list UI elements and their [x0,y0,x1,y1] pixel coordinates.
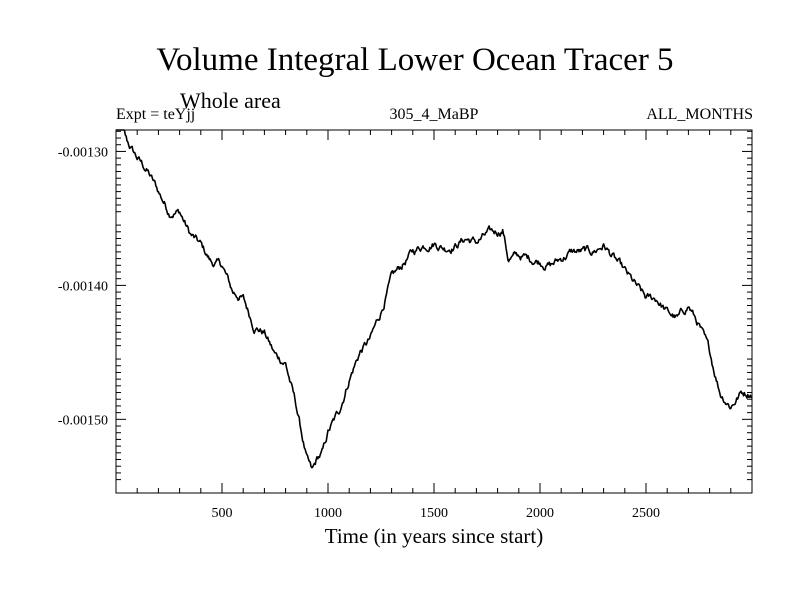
y-tick-label: -0.00150 [58,413,108,428]
y-tick-label: -0.00130 [58,145,108,160]
chart-subtitle: Whole area [180,88,281,113]
x-tick-label: 2500 [632,506,660,521]
x-tick-label: 500 [212,506,233,521]
x-axis-label: Time (in years since start) [324,524,544,548]
run-label: 305_4_MaBP [389,106,479,123]
data-line [116,129,753,469]
y-axis: -0.00130 -0.00140 -0.00150 [58,145,752,428]
x-axis: 500 1000 1500 2000 2500 [212,130,660,521]
minor-ticks [116,130,752,494]
months-label: ALL_MONTHS [646,106,753,123]
chart-title: Volume Integral Lower Ocean Tracer 5 [156,42,674,78]
experiment-label: Expt = teYjj [116,106,196,123]
x-tick-label: 1000 [314,506,342,521]
x-tick-label: 1500 [420,506,448,521]
x-tick-label: 2000 [526,506,554,521]
y-tick-label: -0.00140 [58,279,108,294]
plot-frame [115,129,753,494]
